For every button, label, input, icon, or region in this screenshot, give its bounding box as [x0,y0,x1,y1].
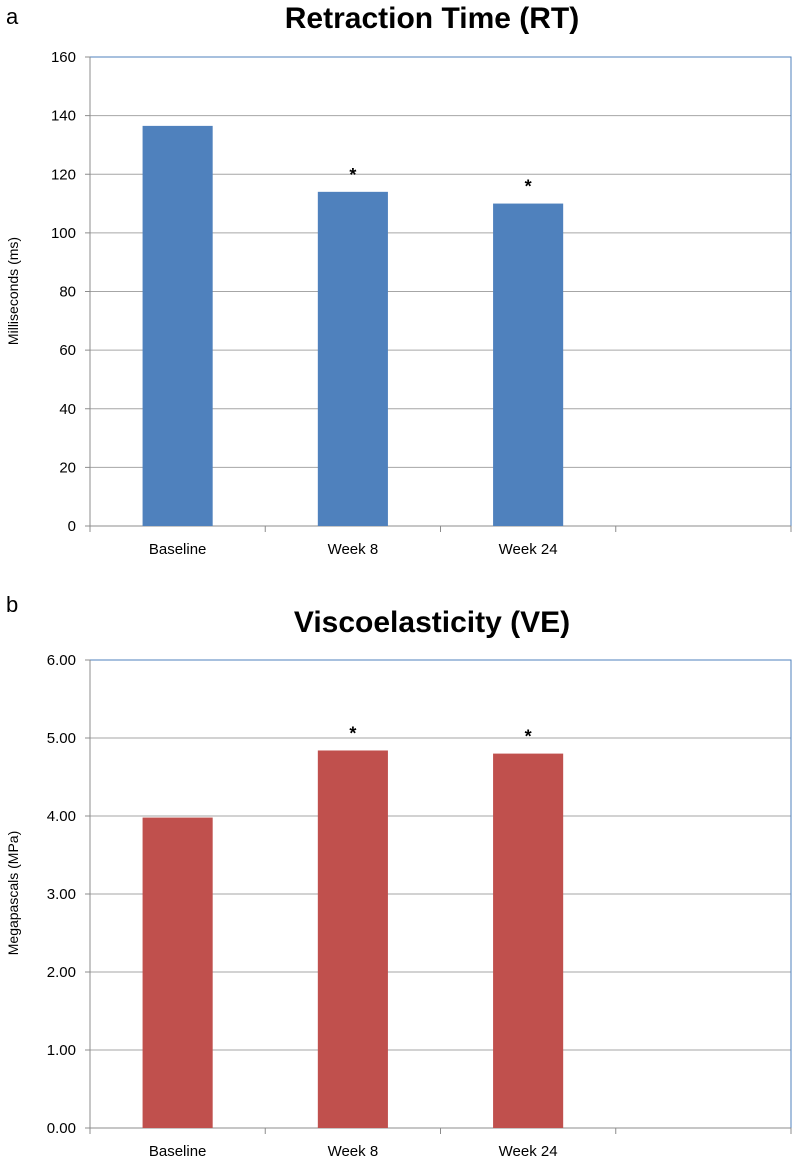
panel-label: a [6,4,19,29]
y-axis-label: Megapascals (MPa) [5,831,21,956]
bar-week-8 [317,750,388,1128]
y-tick-label: 0.00 [47,1120,76,1137]
significance-marker: * [349,165,356,185]
chart-title: Viscoelasticity (VE) [294,606,570,639]
y-tick-label: 120 [51,166,76,183]
y-tick-label: 3.00 [47,886,76,903]
x-tick-label: Week 8 [328,1143,379,1156]
y-tick-label: 80 [59,284,76,301]
y-tick-label: 2.00 [47,964,76,981]
bar-baseline [142,817,213,1128]
y-tick-label: 100 [51,225,76,242]
bar-week-8 [317,191,388,526]
y-tick-label: 160 [51,49,76,66]
chart-retraction-time: a Retraction Time (RT) Milliseconds (ms)… [5,2,792,558]
y-tick-label: 0 [68,518,76,535]
y-tick-label: 6.00 [47,652,76,669]
chart-viscoelasticity: b Viscoelasticity (VE) Megapascals (MPa)… [5,592,792,1156]
bar-baseline [142,125,213,527]
y-axis-label: Milliseconds (ms) [5,237,21,345]
y-tick-label: 1.00 [47,1042,76,1059]
chart-title: Retraction Time (RT) [285,2,579,35]
y-tick-label: 60 [59,342,76,359]
bar-week-24 [493,203,564,526]
x-tick-label: Week 24 [499,1143,558,1156]
y-tick-label: 20 [59,459,76,476]
bar-week-24 [493,753,564,1128]
y-tick-label: 40 [59,401,76,418]
panel-label: b [6,592,18,617]
x-tick-label: Week 24 [499,541,558,558]
x-tick-label: Baseline [149,1143,207,1156]
x-tick-label: Baseline [149,541,207,558]
y-tick-label: 5.00 [47,730,76,747]
y-tick-label: 140 [51,108,76,125]
y-tick-label: 4.00 [47,808,76,825]
x-tick-label: Week 8 [328,541,379,558]
significance-marker: * [525,727,532,747]
significance-marker: * [349,723,356,743]
significance-marker: * [525,177,532,197]
